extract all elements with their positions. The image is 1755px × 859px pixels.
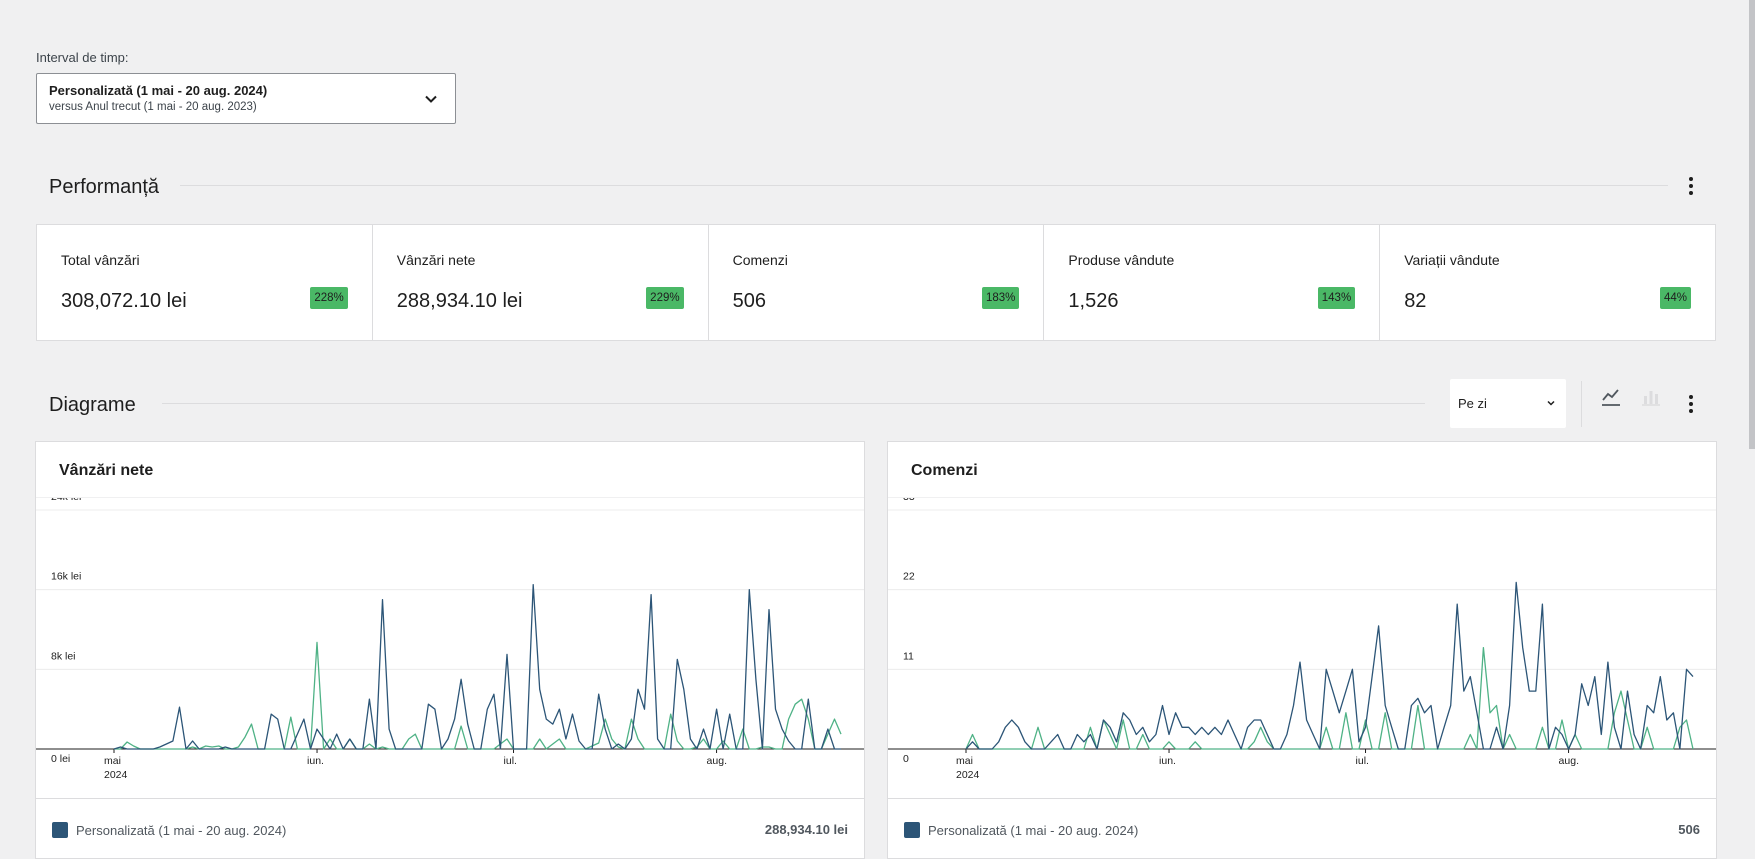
panel-divider <box>36 798 864 799</box>
kpi-row: Total vânzări 308,072.10 lei 228% Vânzăr… <box>36 224 1716 341</box>
y-tick-label: 16k lei <box>51 571 81 583</box>
kpi-delta-badge: 44% <box>1659 287 1691 309</box>
x-tick-label: aug. <box>707 755 727 767</box>
y-tick-label: 8k lei <box>51 650 76 662</box>
kpi-delta-badge: 228% <box>310 287 348 309</box>
charts-divider <box>162 403 1425 404</box>
kpi-value: 82 <box>1404 290 1427 312</box>
date-range-label: Interval de timp: <box>36 50 129 65</box>
scrollbar[interactable] <box>1749 0 1755 449</box>
checkbox-checked-icon[interactable] <box>52 822 68 838</box>
kpi-label: Variații vândute <box>1404 252 1500 268</box>
y-tick-label: 24k lei <box>51 498 81 503</box>
bar-chart-icon[interactable] <box>1639 386 1663 410</box>
kpi-label: Produse vândute <box>1068 252 1175 268</box>
chevron-down-icon <box>425 95 437 103</box>
kpi-variations-sold[interactable]: Variații vândute 82 44% <box>1380 225 1715 340</box>
interval-select[interactable]: Pe zi <box>1450 379 1566 428</box>
series-line-previous <box>965 646 1694 750</box>
y-tick-label: 11 <box>903 650 914 662</box>
line-chart-icon[interactable] <box>1599 386 1623 410</box>
legend-label: Personalizată (1 mai - 20 aug. 2024) <box>928 822 1139 838</box>
x-tick-label: iul. <box>1356 755 1369 767</box>
chart-panel-orders: Comenzi 0 11 22 33 mai 2024 iun. iul. aug. Perso… <box>887 441 1717 859</box>
date-range-main: Personalizată (1 mai - 20 aug. 2024) <box>49 83 268 98</box>
y-tick-label: 0 lei <box>51 753 70 765</box>
x-tick-label: iun. <box>307 755 324 767</box>
x-tick-label: aug. <box>1559 755 1579 767</box>
legend-total: 288,934.10 lei <box>764 822 848 837</box>
kpi-label: Total vânzări <box>61 252 140 268</box>
kpi-value: 1,526 <box>1068 290 1119 312</box>
kpi-delta-badge: 183% <box>981 287 1020 309</box>
interval-value: Pe zi <box>1458 396 1487 411</box>
legend-total: 506 <box>1678 822 1700 837</box>
y-tick-label: 0 <box>903 753 909 765</box>
chart-panel-net-sales: Vânzări nete 0 lei 8k lei 16k lei 24k lei ma… <box>35 441 865 859</box>
x-tick-label: iul. <box>504 755 517 767</box>
legend-label: Personalizată (1 mai - 20 aug. 2024) <box>76 822 287 838</box>
legend-item[interactable]: Personalizată (1 mai - 20 aug. 2024) <box>904 822 1138 838</box>
legend-item[interactable]: Personalizată (1 mai - 20 aug. 2024) <box>52 822 286 838</box>
kpi-delta-badge: 229% <box>646 287 684 309</box>
date-range-select[interactable]: Personalizată (1 mai - 20 aug. 2024) ver… <box>36 73 456 124</box>
chart-title: Vânzări nete <box>59 462 154 479</box>
kpi-delta-badge: 143% <box>1317 287 1356 309</box>
toolbar-separator <box>1581 381 1582 427</box>
kpi-total-sales[interactable]: Total vânzări 308,072.10 lei 228% <box>37 225 373 340</box>
kpi-value: 288,934.10 lei <box>396 290 523 312</box>
series-line-previous <box>114 641 842 750</box>
series-line-current <box>965 581 1694 750</box>
chevron-down-icon <box>1547 400 1555 406</box>
y-tick-label: 22 <box>903 571 915 583</box>
charts-menu-button[interactable] <box>1681 390 1701 418</box>
y-tick-label: 33 <box>903 498 915 503</box>
panel-divider <box>888 497 1716 498</box>
x-tick-label: mai <box>956 755 973 767</box>
charts-title: Diagrame <box>49 394 136 416</box>
x-tick-label: 2024 <box>104 769 128 781</box>
kpi-label: Comenzi <box>732 252 788 268</box>
x-tick-label: mai <box>104 755 121 767</box>
net-sales-chart[interactable]: 0 lei 8k lei 16k lei 24k lei mai 2024 iun. iul.… <box>36 498 864 798</box>
kpi-products-sold[interactable]: Produse vândute 1,526 143% <box>1044 225 1381 340</box>
kpi-orders[interactable]: Comenzi 506 183% <box>709 225 1045 340</box>
performance-divider <box>180 185 1668 186</box>
panel-divider <box>888 798 1716 799</box>
kpi-value: 308,072.10 lei <box>61 290 187 312</box>
kpi-net-sales[interactable]: Vânzări nete 288,934.10 lei 229% <box>373 225 709 340</box>
kpi-value: 506 <box>732 290 766 312</box>
kpi-label: Vânzări nete <box>396 252 476 268</box>
performance-title: Performanță <box>49 176 160 198</box>
x-tick-label: iun. <box>1159 755 1176 767</box>
chart-title: Comenzi <box>911 462 978 479</box>
x-tick-label: 2024 <box>956 769 980 781</box>
performance-menu-button[interactable] <box>1681 172 1701 200</box>
checkbox-checked-icon[interactable] <box>904 822 920 838</box>
series-line-current <box>113 584 841 750</box>
panel-divider <box>36 497 864 498</box>
date-range-compare: versus Anul trecut (1 mai - 20 aug. 2023… <box>49 101 257 113</box>
orders-chart[interactable]: 0 11 22 33 mai 2024 iun. iul. aug. <box>888 498 1716 798</box>
